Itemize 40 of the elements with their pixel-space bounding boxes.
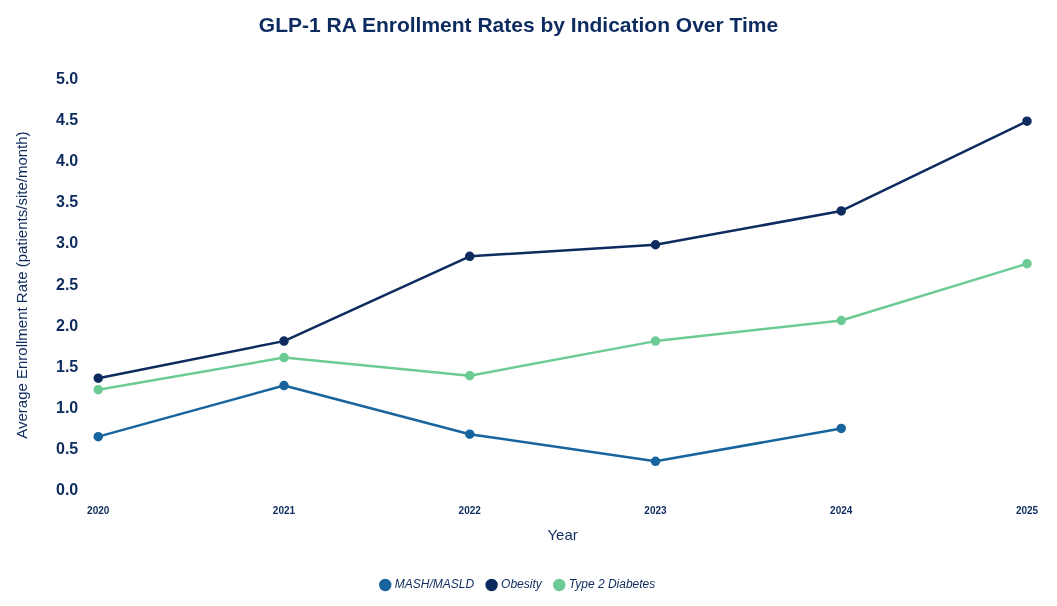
y-tick-label: 4.0 — [55, 151, 79, 169]
chart-title: GLP-1 RA Enrollment Rates by Indication Over Time — [258, 13, 779, 37]
y-tick-label: 3.5 — [55, 193, 79, 211]
point — [650, 239, 661, 250]
x-tick-label: 2025 — [1015, 504, 1039, 516]
y-tick-label: 3.0 — [55, 234, 79, 252]
y-tick-label: 1.0 — [55, 399, 79, 417]
x-tick-label: 2024 — [830, 504, 853, 516]
point — [836, 423, 846, 434]
point — [836, 315, 846, 326]
point — [279, 336, 289, 346]
x-axis-title: Year — [547, 526, 578, 544]
y-tick-label: 1.5 — [55, 357, 79, 375]
point — [465, 370, 475, 381]
legend-label: Type 2 Diabetes — [568, 577, 656, 592]
point — [279, 352, 289, 363]
legend-label: Obesity — [501, 577, 543, 592]
point — [650, 456, 661, 467]
x-tick-label: 2021 — [272, 504, 296, 516]
y-axis-title: Average Enrollment Rate (patients/site/month) — [13, 131, 31, 439]
y-tick-label: 2.0 — [55, 316, 79, 334]
legend-label: MASH/MASLD — [394, 577, 475, 592]
x-tick-label: 2022 — [458, 504, 482, 516]
point — [1022, 258, 1032, 269]
point — [93, 384, 103, 395]
y-tick-label: 5.0 — [55, 69, 79, 87]
point — [465, 429, 475, 439]
y-tick-label: 4.5 — [55, 110, 79, 128]
point — [279, 380, 289, 391]
point — [465, 251, 475, 262]
point — [93, 373, 103, 383]
point — [1022, 116, 1032, 126]
point — [836, 206, 846, 216]
point — [650, 336, 661, 346]
y-tick-label: 0.5 — [55, 440, 79, 458]
point — [93, 431, 103, 442]
x-tick-label: 2023 — [644, 504, 668, 516]
y-tick-label: 2.5 — [55, 275, 79, 293]
x-tick-label: 2020 — [87, 504, 110, 516]
y-tick-label: 0.0 — [55, 481, 79, 499]
